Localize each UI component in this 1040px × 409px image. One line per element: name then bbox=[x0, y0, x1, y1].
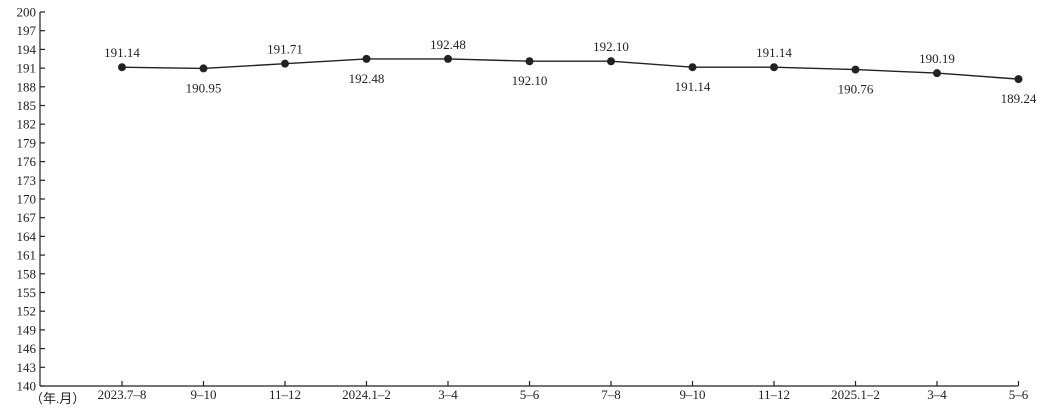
y-tick-label: 194 bbox=[17, 42, 37, 57]
y-tick-label: 191 bbox=[17, 61, 37, 76]
data-point bbox=[933, 69, 941, 78]
y-ticks: 140 143 146 149 152 155 158 161 164 167 170 173 176 1… bbox=[17, 5, 45, 394]
data-label: 192.48 bbox=[349, 71, 385, 86]
y-tick-label: 164 bbox=[17, 229, 37, 244]
data-label: 191.14 bbox=[104, 45, 140, 60]
data-label: 191.71 bbox=[267, 42, 303, 57]
y-tick-label: 200 bbox=[17, 5, 37, 20]
x-tick-label: 3–4 bbox=[927, 387, 947, 402]
x-tick-label: 7–8 bbox=[601, 387, 621, 402]
x-ticks: 2023.7–8 9–10 11–12 2024.1–2 3–4 5–6 7–8 9–10 11… bbox=[98, 381, 1029, 402]
data-label: 189.24 bbox=[1001, 91, 1037, 106]
series-line bbox=[121, 58, 1019, 80]
data-label: 190.19 bbox=[919, 51, 955, 66]
data-label: 190.95 bbox=[186, 80, 222, 95]
data-point bbox=[525, 57, 534, 66]
data-label: 192.48 bbox=[430, 37, 466, 52]
data-labels: 191.14 190.95 191.71 192.48 192.48 192.10 192.… bbox=[104, 37, 1037, 106]
y-tick-label: 143 bbox=[17, 360, 37, 375]
y-tick-label: 161 bbox=[17, 248, 37, 263]
data-label: 191.14 bbox=[756, 45, 792, 60]
x-tick-label: 3–4 bbox=[438, 387, 458, 402]
y-tick-label: 176 bbox=[17, 154, 37, 169]
data-point bbox=[770, 63, 778, 72]
y-tick-label: 170 bbox=[17, 192, 37, 207]
data-point bbox=[607, 57, 615, 66]
x-tick-label: 5–6 bbox=[520, 387, 540, 402]
x-tick-label: 2025.1–2 bbox=[831, 387, 880, 402]
data-points bbox=[118, 54, 1023, 84]
x-tick-label: 9–10 bbox=[680, 387, 706, 402]
data-point bbox=[851, 65, 860, 74]
y-tick-label: 185 bbox=[17, 98, 37, 113]
y-tick-label: 179 bbox=[17, 135, 37, 150]
data-point bbox=[281, 59, 289, 68]
data-point bbox=[444, 54, 452, 63]
data-point bbox=[362, 54, 371, 63]
y-tick-label: 167 bbox=[17, 210, 37, 225]
y-tick-label: 197 bbox=[17, 23, 37, 38]
y-tick-label: 140 bbox=[17, 379, 37, 394]
x-tick-label: 5–6 bbox=[1009, 387, 1029, 402]
data-label: 192.10 bbox=[512, 73, 548, 88]
x-tick-label: 11–12 bbox=[269, 387, 301, 402]
y-tick-label: 146 bbox=[17, 341, 37, 356]
y-tick-label: 173 bbox=[17, 173, 37, 188]
y-tick-label: 152 bbox=[17, 304, 37, 319]
data-label: 191.14 bbox=[675, 79, 711, 94]
data-point bbox=[118, 63, 126, 72]
data-point bbox=[688, 63, 697, 72]
y-tick-label: 149 bbox=[17, 322, 37, 337]
data-point bbox=[199, 64, 208, 73]
data-point bbox=[1014, 75, 1023, 84]
x-tick-label: 9–10 bbox=[191, 387, 217, 402]
y-tick-label: 155 bbox=[17, 285, 37, 300]
y-tick-label: 158 bbox=[17, 266, 37, 281]
x-axis-unit-label: （年.月） bbox=[30, 391, 85, 406]
data-label: 192.10 bbox=[593, 39, 629, 54]
x-tick-label: 2024.1–2 bbox=[342, 387, 391, 402]
x-tick-label: 2023.7–8 bbox=[98, 387, 147, 402]
y-tick-label: 182 bbox=[17, 117, 37, 132]
data-label: 190.76 bbox=[838, 82, 874, 97]
y-tick-label: 188 bbox=[17, 79, 37, 94]
x-tick-label: 11–12 bbox=[758, 387, 790, 402]
